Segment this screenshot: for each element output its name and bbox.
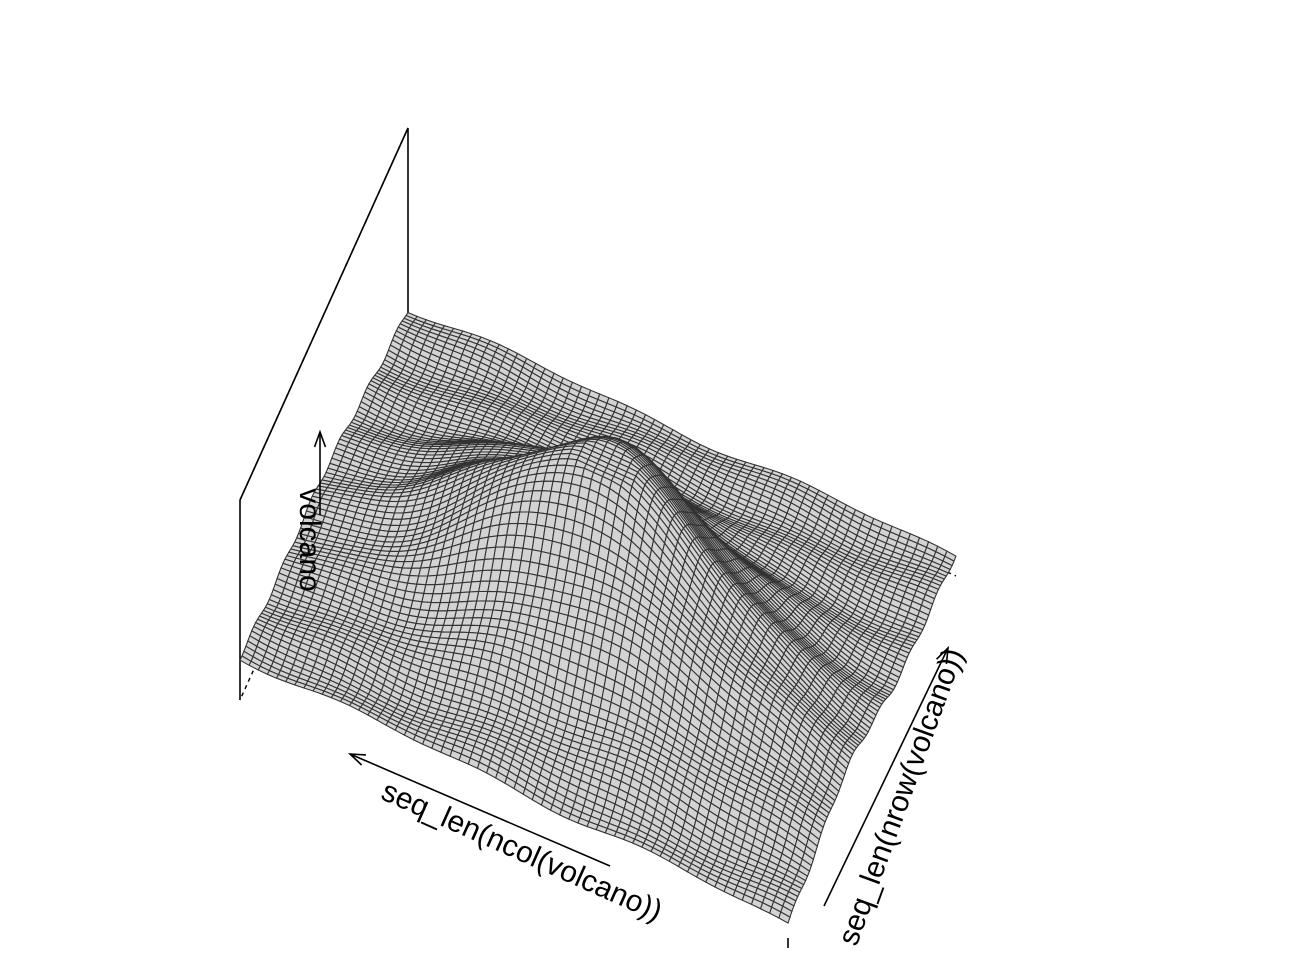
box-back-edges [239, 127, 957, 701]
box-edge-back-1 [239, 127, 409, 501]
surface-mesh [239, 311, 957, 924]
